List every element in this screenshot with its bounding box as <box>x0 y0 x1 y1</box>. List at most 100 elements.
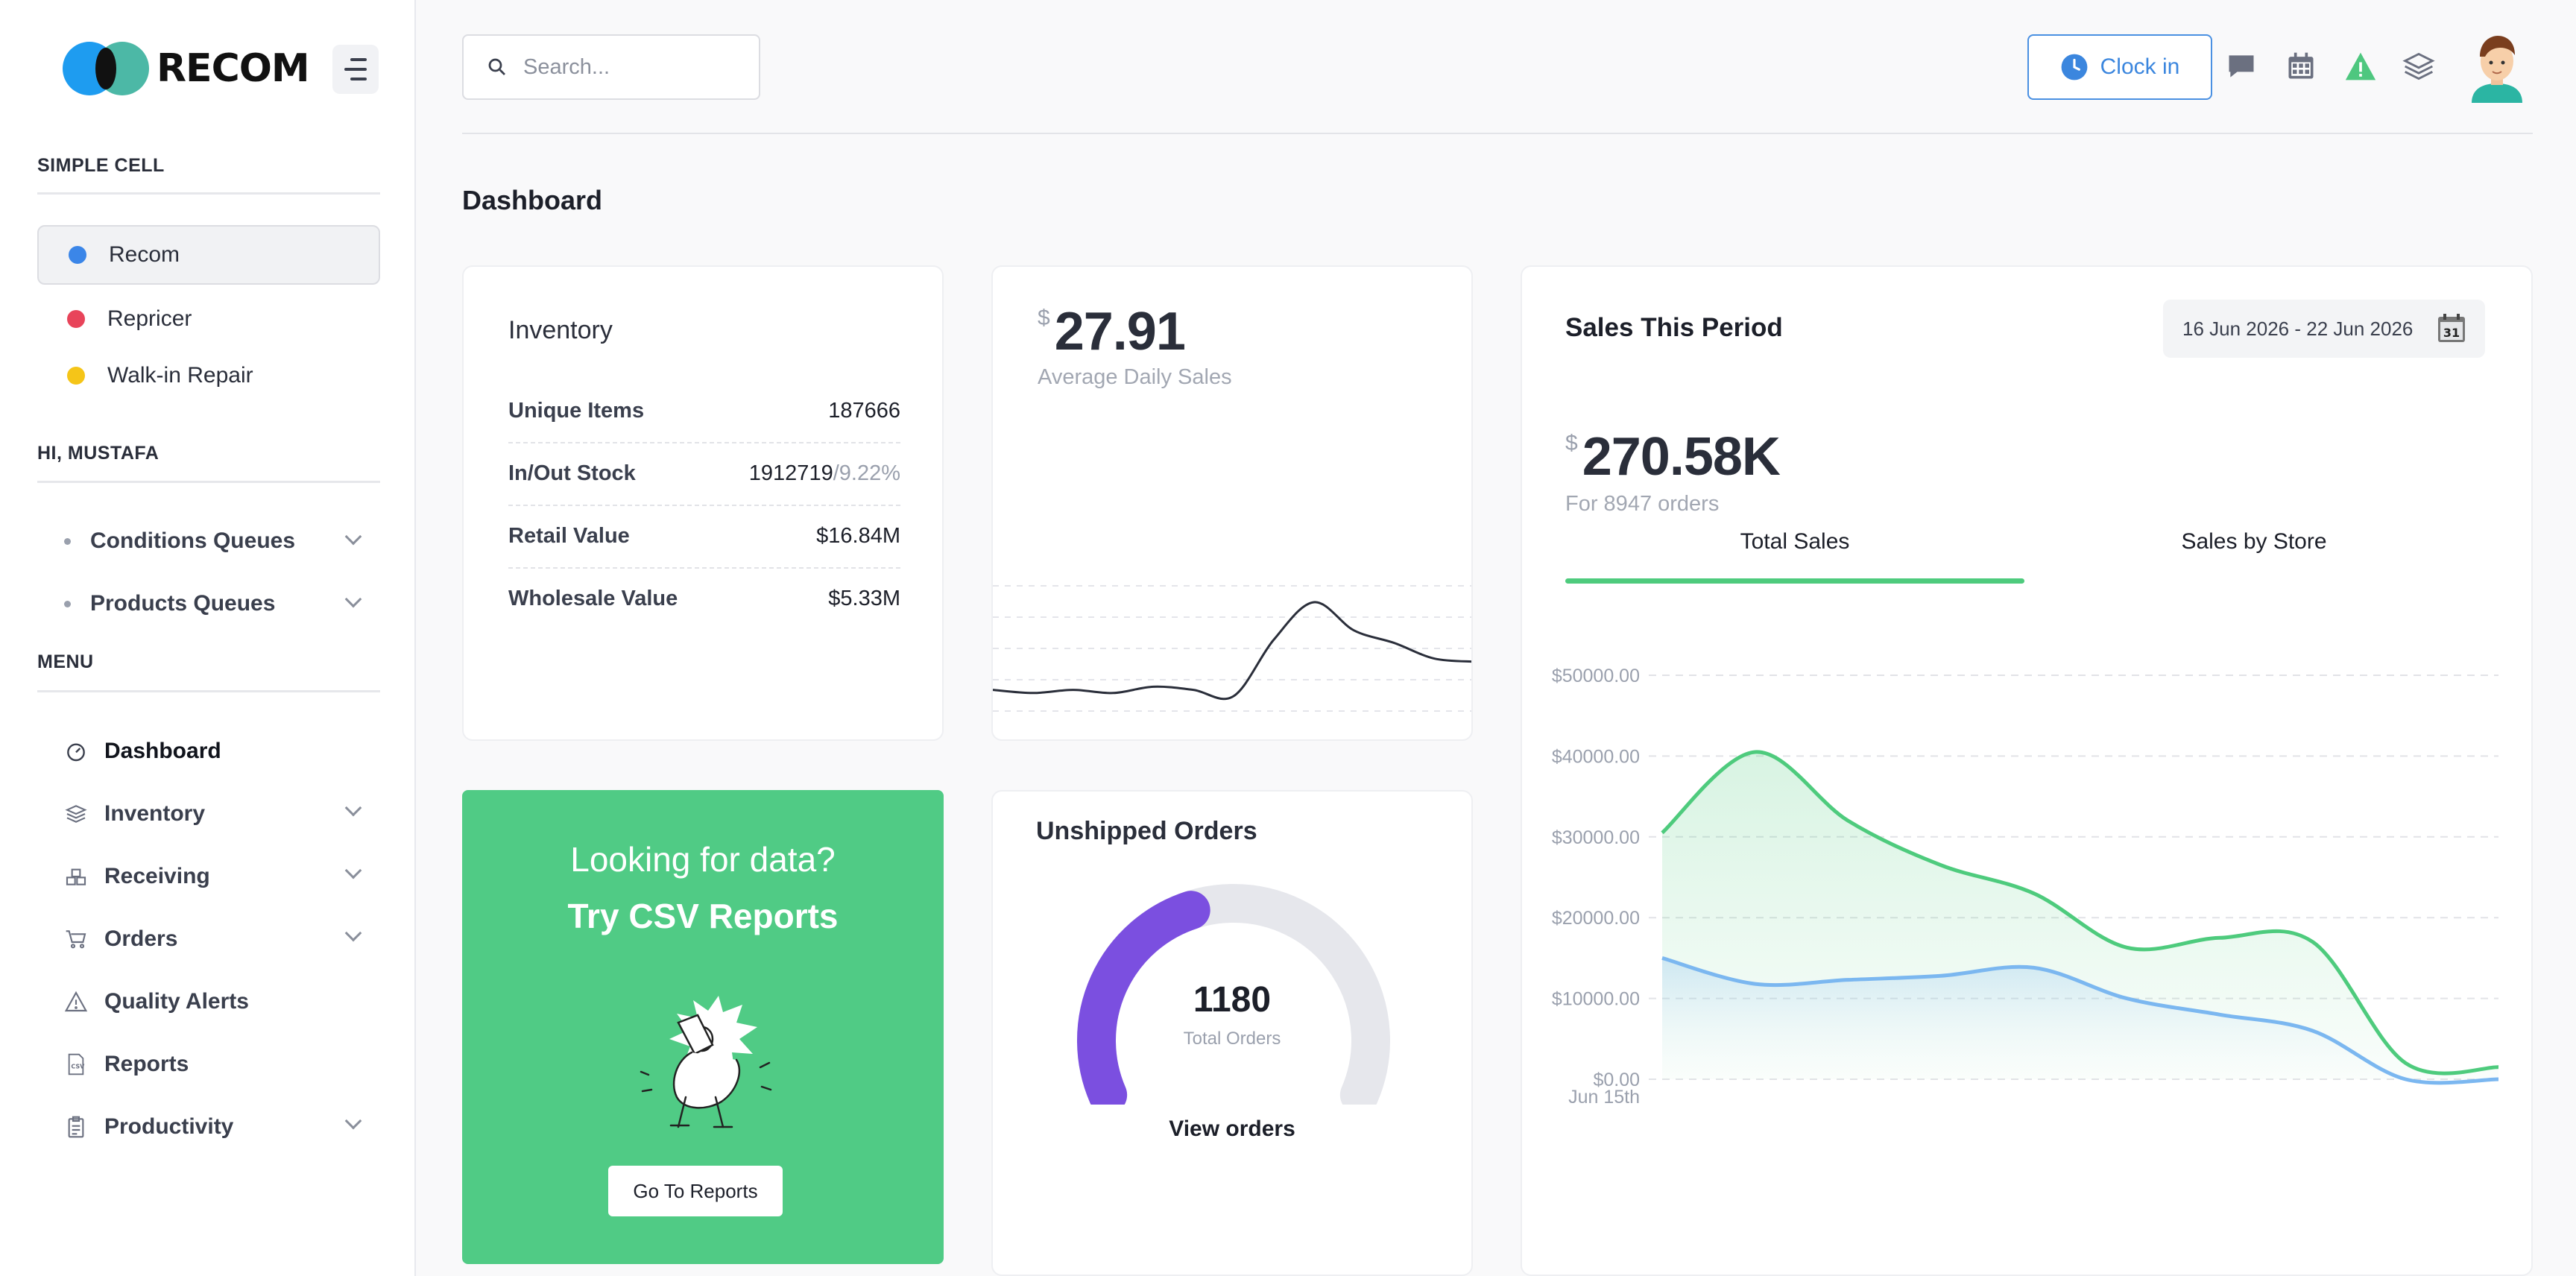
sparkline-chart <box>993 585 1471 712</box>
total-orders-label: Total Orders <box>1183 1029 1281 1049</box>
sidebar-item-label: Productivity <box>104 1114 234 1139</box>
x-tick-label: Jun 15th <box>1568 1087 1640 1108</box>
status-dot-icon <box>67 367 85 385</box>
chat-icon[interactable] <box>2224 49 2258 83</box>
date-range-picker[interactable]: 16 Jun 2026 - 22 Jun 2026 31 <box>2163 300 2485 358</box>
csv-reports-promo: Looking for data? Try CSV Reports Go To … <box>462 790 944 1264</box>
sidebar-item-dashboard[interactable]: Dashboard <box>37 727 380 775</box>
cell-item-label: Repricer <box>107 306 192 331</box>
search-field[interactable] <box>462 34 760 100</box>
date-range-label: 16 Jun 2026 - 22 Jun 2026 <box>2182 317 2414 340</box>
layers-icon[interactable] <box>2402 49 2436 83</box>
cell-item-walk-in-repair[interactable]: Walk-in Repair <box>37 346 380 405</box>
cell-item-recom[interactable]: Recom <box>37 225 380 285</box>
tab-sales-by-store[interactable]: Sales by Store <box>2181 529 2327 554</box>
clipboard-icon <box>64 1115 88 1139</box>
header-divider <box>462 133 2533 134</box>
row-value: $5.33M <box>828 587 900 610</box>
bullet-icon <box>64 537 71 545</box>
sidebar-item-productivity[interactable]: Productivity <box>37 1103 380 1151</box>
menu-toggle-button[interactable] <box>332 45 379 94</box>
total-sales-series-line <box>1661 750 2499 1076</box>
divider <box>508 442 900 443</box>
gauge-fill <box>1077 891 1210 1105</box>
row-label: Retail Value <box>508 524 630 548</box>
gauge-icon <box>64 739 88 763</box>
sidebar-item-reports[interactable]: CSV Reports <box>37 1040 380 1088</box>
inventory-card: Inventory Unique Items 187666 In/Out Sto… <box>462 265 944 741</box>
chevron-down-icon <box>344 528 362 546</box>
cell-item-repricer[interactable]: Repricer <box>37 289 380 349</box>
row-value: 1912719/9.22% <box>748 461 900 485</box>
search-input[interactable] <box>523 54 747 80</box>
divider <box>508 505 900 506</box>
svg-text:CSV: CSV <box>71 1063 85 1070</box>
divider <box>37 192 380 195</box>
sales-period-orders: For 8947 orders <box>1565 492 1720 516</box>
sales-area-chart: $50000.00 $40000.00 $30000.00 $20000.00 $100… <box>1552 666 2499 1108</box>
secondary-sales-series-area <box>1662 958 2498 1083</box>
calendar-icon[interactable] <box>2284 49 2318 83</box>
sales-period-amount: $ 270.58K <box>1565 427 1781 487</box>
section-label-simple-cell: SIMPLE CELL <box>37 155 165 176</box>
chevron-down-icon <box>344 862 362 879</box>
brand-logo[interactable]: RECOM <box>63 42 310 95</box>
divider <box>508 567 900 569</box>
inventory-row-retail-value: Retail Value $16.84M <box>508 505 900 567</box>
cart-icon <box>64 927 88 951</box>
average-daily-label: Average Daily Sales <box>1038 365 1232 389</box>
divider <box>37 481 380 483</box>
inventory-row-unique-items: Unique Items 187666 <box>508 380 900 442</box>
sidebar-item-conditions-queues[interactable]: Conditions Queues <box>37 519 380 563</box>
search-icon <box>488 58 505 75</box>
chevron-down-icon <box>344 1112 362 1130</box>
y-tick-label: $10000.00 <box>1552 989 1640 1010</box>
inventory-row-in-out-stock: In/Out Stock 1912719/9.22% <box>508 443 900 505</box>
view-orders-link[interactable]: View orders <box>1169 1116 1295 1141</box>
inventory-row-wholesale-value: Wholesale Value $5.33M <box>508 568 900 630</box>
sidebar-item-receiving[interactable]: Receiving <box>37 853 380 900</box>
sidebar-item-quality-alerts[interactable]: Quality Alerts <box>37 978 380 1026</box>
row-label: Wholesale Value <box>508 587 678 610</box>
chevron-down-icon <box>344 924 362 942</box>
csv-file-icon: CSV <box>64 1052 88 1076</box>
total-orders-count: 1180 <box>1193 980 1272 1020</box>
tab-total-sales[interactable]: Total Sales <box>1740 529 1850 554</box>
clock-in-label: Clock in <box>2100 54 2180 79</box>
sidebar-item-label: Dashboard <box>104 739 221 763</box>
chevron-down-icon <box>344 590 362 608</box>
clock-in-button[interactable]: Clock in <box>2027 34 2212 100</box>
page-title: Dashboard <box>462 185 603 215</box>
person-illustration-icon <box>640 996 772 1128</box>
sidebar-item-label: Reports <box>104 1052 189 1076</box>
secondary-sales-series-line <box>1661 956 2499 1085</box>
status-dot-icon <box>67 310 85 328</box>
sidebar-item-label: Conditions Queues <box>90 528 296 553</box>
boxes-icon <box>64 865 88 888</box>
layers-icon <box>64 802 88 826</box>
go-to-reports-button[interactable]: Go To Reports <box>608 1166 783 1216</box>
sidebar: RECOM SIMPLE CELL Recom Repricer Walk-in… <box>0 0 416 1276</box>
sidebar-item-label: Quality Alerts <box>104 989 249 1014</box>
sales-period-card: Sales This Period 16 Jun 2026 - 22 Jun 2… <box>1521 265 2533 1276</box>
row-value: $16.84M <box>816 524 900 548</box>
sidebar-item-orders[interactable]: Orders <box>37 915 380 963</box>
avatar[interactable] <box>2469 31 2525 103</box>
y-tick-label: $0.00 <box>1593 1070 1640 1090</box>
percent-value: /9.22% <box>833 461 900 485</box>
sidebar-item-inventory[interactable]: Inventory <box>37 790 380 838</box>
row-label: In/Out Stock <box>508 461 636 485</box>
cell-item-label: Walk-in Repair <box>107 363 253 388</box>
cell-item-label: Recom <box>109 242 180 267</box>
y-tick-label: $30000.00 <box>1552 827 1640 848</box>
sales-period-title: Sales This Period <box>1565 313 1783 342</box>
sidebar-item-products-queues[interactable]: Products Queues <box>37 581 380 626</box>
unshipped-orders-card: Unshipped Orders 1180 Total Orders View … <box>991 790 1473 1276</box>
alert-icon[interactable] <box>2343 49 2378 83</box>
status-dot-icon <box>69 246 86 264</box>
bullet-icon <box>64 600 71 607</box>
calendar-icon: 31 <box>2438 314 2465 342</box>
sidebar-item-label: Products Queues <box>90 591 276 616</box>
chevron-down-icon <box>344 799 362 817</box>
average-daily-amount: $ 27.91 <box>1038 302 1186 361</box>
